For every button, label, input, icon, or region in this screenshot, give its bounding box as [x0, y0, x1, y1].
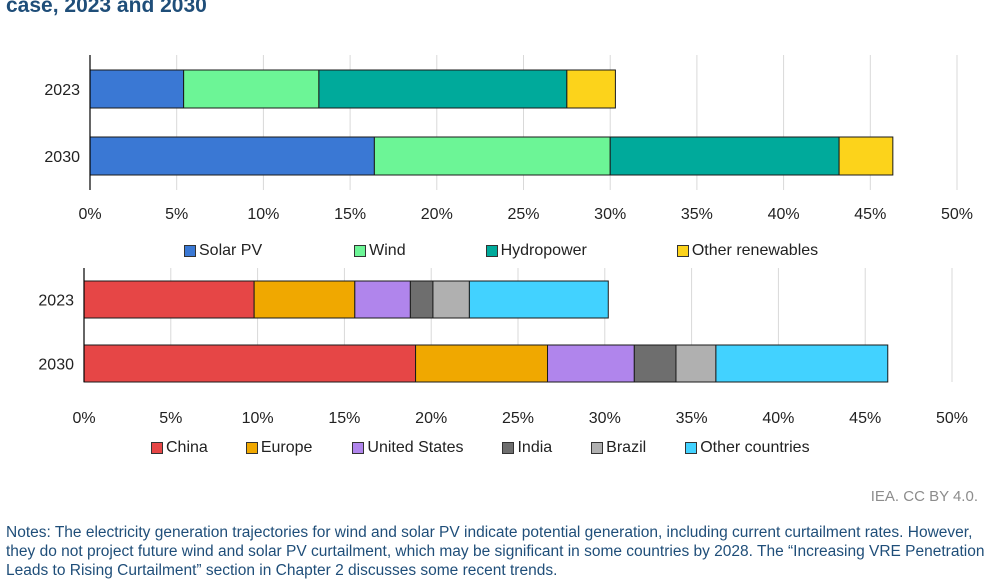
bar-other-countries-2023 [468, 280, 609, 319]
bar-india-2023 [409, 280, 434, 319]
x-tick-label: 35% [681, 206, 713, 223]
x-tick-label: 45% [849, 410, 881, 427]
x-tick-label: 15% [328, 410, 360, 427]
chart-title: case, 2023 and 2030 [6, 0, 207, 17]
x-tick-label: 10% [242, 410, 274, 427]
legend-label: Other countries [700, 439, 810, 456]
legend-swatch [151, 442, 163, 454]
legend-label: Brazil [606, 439, 647, 456]
bar-united-states-2030 [547, 344, 635, 383]
x-tick-label: 20% [421, 206, 453, 223]
legend-label: Solar PV [199, 242, 263, 259]
bar-europe-2023 [253, 280, 356, 319]
legend-item-other-countries: Other countries [685, 439, 810, 457]
legend-item-other-renewables: Other renewables [676, 242, 819, 260]
bar-other-countries-2030 [715, 344, 889, 383]
bar-wind-2030 [373, 136, 611, 176]
bar-hydropower-2030 [609, 136, 840, 176]
x-tick-label: 0% [72, 410, 95, 427]
notes-text: Notes: The electricity generation trajec… [6, 524, 985, 579]
x-tick-label: 10% [247, 206, 279, 223]
bar-united-states-2023 [354, 280, 411, 319]
legend-region: China Europe United States India Brazil Other… [151, 439, 810, 457]
credit-text: IEA. CC BY 4.0. [870, 488, 978, 505]
x-tick-label: 30% [589, 410, 621, 427]
legend-label: Hydropower [500, 242, 587, 259]
legend-item-brazil: Brazil [591, 439, 646, 457]
x-tick-label: 0% [78, 206, 101, 223]
bar-wind-2023 [183, 69, 320, 109]
bar-brazil-2023 [432, 280, 470, 319]
legend-label: India [517, 439, 553, 456]
chart-by-technology: 0% 5% 10% 15% 20% 25% 30% 35% 40% 45% 50% 2023 2030 [44, 55, 973, 223]
x-tick-label: 50% [936, 410, 968, 427]
x-tick-label: 30% [594, 206, 626, 223]
legend-label: United States [367, 439, 464, 456]
y-category-label: 2030 [44, 149, 80, 166]
x-tick-label: 40% [762, 410, 794, 427]
legend-swatch [502, 442, 515, 454]
legend-swatch [685, 442, 698, 454]
x-tick-label: 40% [768, 206, 800, 223]
legend-swatch [676, 245, 689, 257]
legend-swatch [485, 245, 498, 257]
y-category-label: 2023 [44, 82, 80, 99]
x-tick-label: 20% [415, 410, 447, 427]
legend-item-china: China [151, 439, 208, 457]
legend-item-united-states: United States [352, 439, 463, 457]
legend-item-wind: Wind [354, 242, 406, 260]
legend-label: Europe [260, 439, 313, 456]
legend-swatch [184, 245, 196, 257]
x-tick-label: 45% [854, 206, 886, 223]
bar-solar-pv-2030 [89, 136, 375, 176]
bar-china-2030 [83, 344, 417, 383]
chart-by-region: 0% 5% 10% 15% 20% 25% 30% 35% 40% 45% 50% 2023 2030 [38, 268, 968, 427]
x-tick-label: 5% [159, 410, 182, 427]
legend-swatch [591, 442, 604, 454]
bar-other-renewables-2030 [838, 136, 894, 176]
legend-label: China [166, 439, 208, 456]
bar-brazil-2030 [675, 344, 717, 383]
legend-label: Other renewables [691, 242, 819, 259]
legend-swatch [352, 442, 365, 454]
bar-other-renewables-2023 [566, 69, 616, 109]
x-tick-label: 25% [502, 410, 534, 427]
bar-solar-pv-2023 [89, 69, 185, 109]
legend-item-hydropower: Hydropower [485, 242, 587, 260]
legend-swatch [354, 245, 367, 257]
bar-india-2030 [633, 344, 677, 383]
legend-technology: Solar PV Wind Hydropower Other renewables [184, 242, 818, 260]
x-tick-label: 15% [334, 206, 366, 223]
x-tick-label: 5% [165, 206, 188, 223]
x-tick-label: 35% [676, 410, 708, 427]
legend-swatch [245, 442, 258, 454]
legend-item-solar-pv: Solar PV [184, 242, 262, 260]
y-category-label: 2023 [38, 293, 74, 310]
bar-europe-2030 [415, 344, 549, 383]
legend-item-india: India [502, 439, 552, 457]
y-category-label: 2030 [38, 357, 74, 374]
legend-item-europe: Europe [245, 439, 313, 457]
x-tick-label: 50% [941, 206, 973, 223]
x-tick-label: 25% [507, 206, 539, 223]
bar-china-2023 [83, 280, 255, 319]
bar-hydropower-2023 [318, 69, 568, 109]
legend-label: Wind [369, 242, 406, 259]
